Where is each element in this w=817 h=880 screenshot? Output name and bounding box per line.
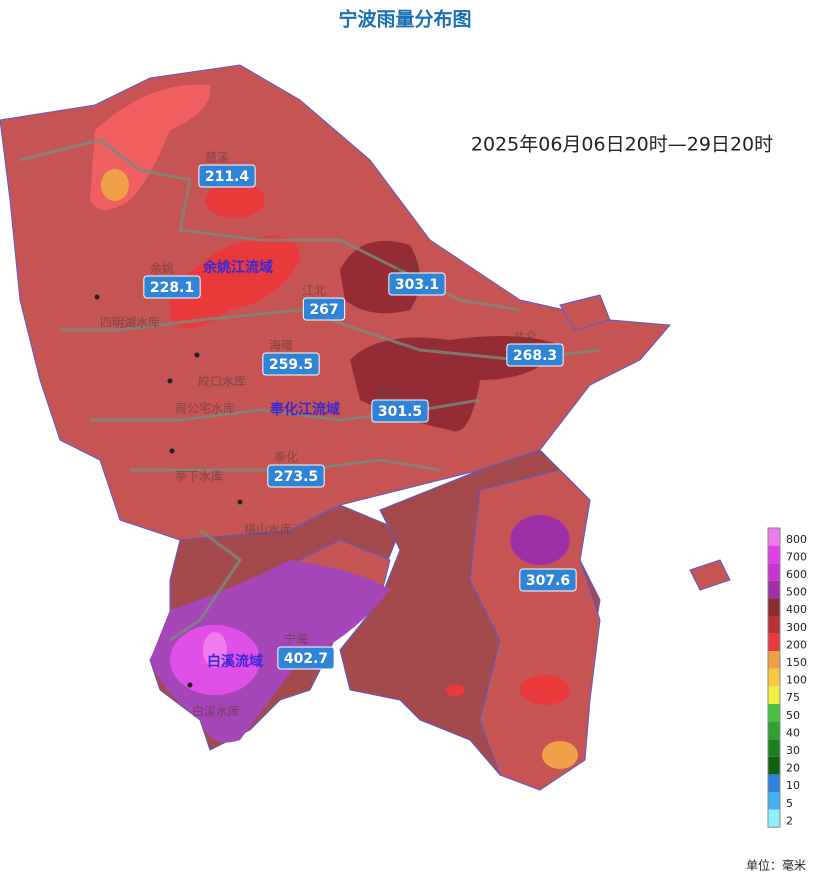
station-name: 宁海 [284,632,308,647]
station-name: 镇海 [395,258,419,273]
rainfall-value: 228.1 [150,280,194,296]
value-box [198,164,256,188]
station-name: 北仑 [513,330,537,344]
legend-swatch [768,756,780,775]
legend-swatch [768,528,780,546]
reservoir-name: 周公宅水库 [175,401,235,416]
reservoir-name: 白溪水库 [192,704,240,719]
rainfall-value: 267 [309,302,338,318]
legend-swatch [768,598,780,616]
legend-swatch [768,739,780,757]
value-box [506,343,564,367]
legend-frame [767,527,781,828]
legend-swatch [768,545,780,564]
legend-swatch [768,633,780,652]
value-box [519,568,577,592]
legend-swatch [768,616,780,634]
reservoir-dot [194,352,200,358]
legend-label: 40 [786,726,800,739]
legend-label: 500 [786,586,807,599]
rainfall-value: 402.7 [284,651,328,667]
reservoir-name: 横山水库 [244,522,292,537]
legend-label: 75 [786,691,800,704]
rainfall-value: 211.4 [205,169,250,185]
map-title: 宁波雨量分布图 [338,8,471,31]
legend-label: 800 [786,533,807,546]
legend-label: 20 [786,762,800,775]
legend-label: 200 [786,638,807,651]
legend-swatch [768,704,780,722]
legend-swatch [768,651,780,669]
reservoir-dot [237,499,243,505]
value-box [267,464,325,488]
station-name: 海曙 [269,338,293,353]
value-box [302,297,346,321]
station-name: 江北 [302,284,326,298]
legend-label: 100 [786,674,807,687]
basin-name: 余姚江流域 [202,259,273,276]
station-name: 余姚 [150,261,174,276]
reservoir-dot [167,378,173,384]
rainfall-value: 303.1 [395,277,439,293]
station-name: 鄞州 [378,386,402,400]
basin-name: 白溪流域 [207,653,263,670]
legend-label: 600 [786,568,807,581]
reservoir-name: 四明湖水库 [100,315,160,330]
legend-swatch [768,580,780,599]
legend-swatch [768,809,780,828]
rainfall-value: 268.3 [513,348,557,364]
rainfall-value: 259.5 [269,357,313,373]
legend-label: 150 [786,656,807,669]
rainfall-value: 301.5 [378,404,422,420]
station-name: 慈溪 [205,150,229,165]
basin-name: 奉化江流域 [270,401,340,418]
legend-label: 700 [786,550,807,563]
legend-unit: 单位：毫米 [746,858,806,873]
rainfall-value: 307.6 [526,573,570,589]
value-box [143,275,201,299]
legend-swatch [768,774,780,792]
value-box [277,646,335,670]
value-box [371,399,429,423]
reservoir-dot [169,448,175,454]
legend-swatch [768,668,780,687]
reservoir-dot [94,294,100,300]
station-name: 奉化 [274,451,298,465]
legend-label: 50 [786,709,800,722]
period: 2025年06月06日20时—29日20时 [471,134,773,156]
value-box [262,352,320,376]
legend-label: 2 [786,814,793,827]
legend-swatch [768,563,780,581]
legend-swatch [768,721,780,740]
legend-label: 5 [786,797,793,810]
legend-label: 300 [786,621,807,634]
reservoir-name: 亭下水库 [175,469,223,484]
reservoir-dot [187,682,193,688]
legend-swatch [768,792,780,810]
rainfall-value: 273.5 [274,469,318,485]
value-box [388,272,446,296]
legend-label: 10 [786,779,800,792]
legend-label: 400 [786,603,807,616]
legend-label: 30 [786,744,800,757]
legend-swatch [768,686,780,704]
reservoir-name: 皎口水库 [198,374,246,389]
